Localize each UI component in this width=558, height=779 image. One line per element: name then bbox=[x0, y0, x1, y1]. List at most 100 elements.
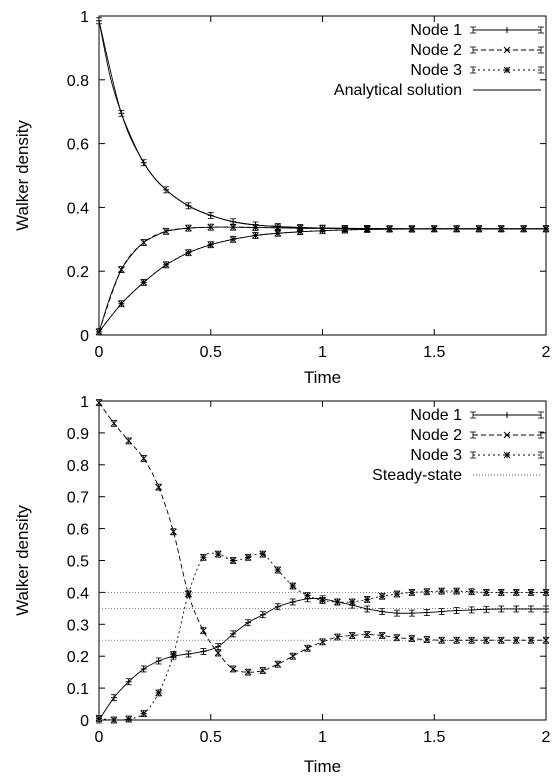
bottom-series-2-point-30 bbox=[542, 636, 550, 644]
bottom-series-3 bbox=[95, 550, 550, 724]
bottom-series-3-point-5-marker-d2 bbox=[170, 651, 177, 658]
bottom-y-tick-label-2: 0.2 bbox=[67, 649, 89, 666]
bottom-chart-legend: Node 1 Node 2 Node 3 Steady-state bbox=[372, 407, 544, 484]
top-legend-label-2: Node 2 bbox=[410, 42, 462, 59]
top-legend-marker-3-d2 bbox=[503, 66, 511, 74]
bottom-series-3-point-3-marker-d2 bbox=[140, 710, 148, 717]
bottom-x-tick-label-0: 0 bbox=[95, 729, 104, 746]
bottom-series-2-point-22 bbox=[423, 636, 431, 644]
bottom-series-2-point-21-marker-d2 bbox=[408, 635, 416, 643]
bottom-series-2-point-8 bbox=[214, 649, 222, 657]
bottom-series-1-point-12 bbox=[274, 603, 281, 611]
top-series-4-line-0 bbox=[98, 20, 546, 230]
bottom-series-3-point-9 bbox=[229, 557, 237, 564]
bottom-series-3-point-20-marker-d2 bbox=[393, 590, 401, 598]
bottom-series-2-point-1 bbox=[110, 419, 118, 427]
bottom-series-2-point-14-marker-d2 bbox=[304, 644, 311, 652]
bottom-series-3-point-30 bbox=[542, 589, 550, 596]
bottom-series-3-point-8 bbox=[214, 550, 222, 558]
bottom-series-1-point-29 bbox=[528, 605, 535, 613]
bottom-series-3-point-7 bbox=[200, 553, 207, 561]
bottom-series-3-point-0-marker-d2 bbox=[95, 715, 103, 722]
bottom-series-2-point-9 bbox=[229, 665, 237, 673]
bottom-series-3-point-4 bbox=[155, 689, 163, 697]
bottom-legend-label-2: Node 2 bbox=[410, 427, 462, 444]
top-series-3 bbox=[95, 225, 550, 336]
bottom-chart-plot-frame bbox=[98, 400, 547, 721]
bottom-series-2-point-2-marker-d2 bbox=[125, 437, 133, 445]
bottom-series-2-point-1-marker-d2 bbox=[110, 419, 118, 427]
bottom-legend-marker-3-d2 bbox=[503, 451, 511, 459]
bottom-series-3-point-15-marker-d2 bbox=[319, 597, 326, 604]
bottom-series-2-point-5 bbox=[170, 528, 177, 536]
bottom-series-3-point-15 bbox=[319, 596, 326, 604]
top-y-tick-label-5: 1 bbox=[80, 9, 89, 26]
top-legend-label-1: Node 1 bbox=[410, 22, 462, 39]
top-x-tick-label-0: 0 bbox=[95, 344, 104, 361]
bottom-series-1-point-30 bbox=[543, 605, 549, 613]
top-series-2-line-0 bbox=[98, 226, 546, 332]
bottom-series-3-point-25-marker-d2 bbox=[468, 588, 475, 596]
top-series-2 bbox=[95, 223, 550, 336]
bottom-series-3-point-17-marker-d2 bbox=[348, 598, 356, 606]
bottom-series-3-point-14-marker-d2 bbox=[304, 592, 311, 599]
top-series-1-line-0 bbox=[98, 20, 546, 230]
bottom-series-1-point-11 bbox=[259, 611, 266, 619]
top-series-4-line-2 bbox=[98, 228, 546, 333]
top-series-3-line-0 bbox=[98, 228, 546, 333]
bottom-series-1-point-18 bbox=[364, 605, 371, 613]
bottom-series-2-point-4-marker-d2 bbox=[155, 483, 163, 491]
bottom-series-3-point-2-marker-d2 bbox=[125, 715, 133, 723]
bottom-series-2-point-20-marker-d2 bbox=[393, 634, 401, 642]
top-x-tick-label-2: 1 bbox=[318, 344, 327, 361]
top-legend-errorbar-1 bbox=[470, 26, 544, 34]
bottom-series-1-point-2 bbox=[125, 678, 132, 686]
top-legend-label-3: Node 3 bbox=[410, 62, 462, 79]
bottom-series-1-line-0 bbox=[98, 597, 546, 721]
bottom-series-2-point-17 bbox=[348, 632, 356, 639]
bottom-y-tick-label-8: 0.8 bbox=[67, 458, 89, 475]
top-y-tick-label-4: 0.8 bbox=[67, 73, 89, 90]
top-legend-errorbar-2 bbox=[470, 46, 544, 54]
bottom-series-1-point-22 bbox=[423, 609, 430, 616]
bottom-series-3-point-22 bbox=[423, 588, 431, 596]
bottom-series-3-point-10 bbox=[244, 553, 252, 561]
bottom-series-2-point-11-marker-d2 bbox=[259, 667, 267, 674]
bottom-y-tick-label-3: 0.3 bbox=[67, 617, 89, 634]
bottom-legend-errorbar-1 bbox=[470, 411, 544, 419]
bottom-series-3-point-6 bbox=[185, 590, 192, 598]
bottom-series-3-point-19 bbox=[378, 592, 386, 600]
bottom-series-3-point-11 bbox=[259, 550, 267, 558]
bottom-series-3-line-0 bbox=[98, 552, 547, 721]
bottom-x-tick-label-2: 1 bbox=[318, 729, 327, 746]
bottom-x-tick-label-4: 2 bbox=[542, 729, 551, 746]
bottom-y-tick-label-9: 0.9 bbox=[67, 426, 89, 443]
bottom-series-2-point-7-marker-d2 bbox=[200, 627, 207, 635]
bottom-series-1-point-23 bbox=[438, 608, 445, 615]
top-legend-marker-2-d2 bbox=[503, 46, 511, 54]
bottom-series-2-point-18 bbox=[363, 631, 371, 638]
bottom-chart-ticks: 0 0.5 1 1.5 2 0 0.1 0.2 0.3 0.4 0.5 0.6 0.7 0.8 0.9 1 bbox=[67, 394, 551, 746]
bottom-series-3-point-19-marker-d2 bbox=[378, 592, 386, 600]
bottom-series-1-point-7 bbox=[200, 648, 207, 655]
top-series-4 bbox=[98, 20, 546, 333]
bottom-series-1-point-26 bbox=[483, 605, 490, 613]
bottom-y-tick-label-0: 0 bbox=[80, 713, 89, 730]
bottom-series-2-point-20 bbox=[393, 634, 401, 642]
bottom-series-3-point-12 bbox=[274, 566, 282, 574]
bottom-y-tick-label-10: 1 bbox=[80, 394, 89, 411]
bottom-series-1-point-25 bbox=[468, 606, 475, 614]
bottom-legend-label-3: Node 3 bbox=[410, 447, 462, 464]
bottom-series-3-point-7-marker-d2 bbox=[200, 553, 207, 561]
bottom-series-2-point-0 bbox=[95, 399, 103, 406]
bottom-series-2-point-3 bbox=[140, 455, 148, 462]
bottom-series-3-point-12-marker-d2 bbox=[274, 566, 282, 574]
bottom-series-3-point-18-marker-d2 bbox=[363, 596, 371, 603]
bottom-series-1-point-4 bbox=[155, 657, 162, 665]
bottom-series-1-point-13 bbox=[289, 598, 296, 606]
bottom-series-3-point-30-marker-d2 bbox=[542, 589, 550, 596]
bottom-legend-errorbar-2 bbox=[470, 431, 544, 439]
bottom-series-1-point-3 bbox=[140, 665, 147, 673]
bottom-y-tick-label-6: 0.6 bbox=[67, 522, 89, 539]
top-chart-y-axis-label: Walker density bbox=[13, 120, 32, 231]
